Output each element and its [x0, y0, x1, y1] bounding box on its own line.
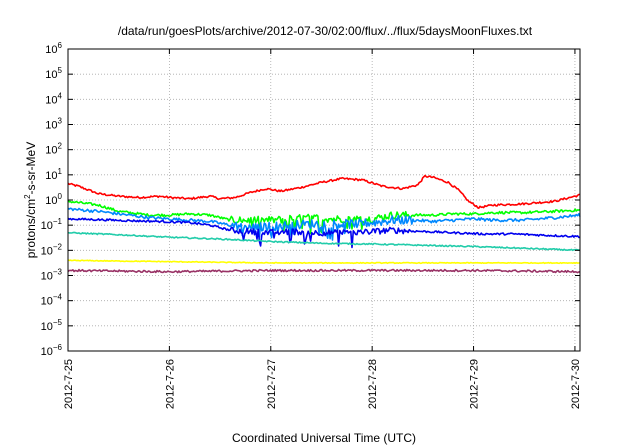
- x-axis-ticks: 2012-7-25 2012-7-26 2012-7-27 2012-7-28 2012…: [63, 49, 582, 409]
- x-tick-label: 2012-7-27: [266, 359, 278, 409]
- y-tick-label: 102: [45, 142, 62, 157]
- y-tick-label: 105: [45, 66, 62, 81]
- y-axis-label-sup: 2: [23, 194, 32, 199]
- y-tick-label: 10−3: [41, 268, 63, 283]
- y-axis-label: protons/cm2-s-sr-MeV: [23, 142, 38, 258]
- y-tick-label: 10−4: [41, 293, 63, 308]
- series-line-1: [67, 174, 581, 209]
- y-tick-label: 10−1: [41, 217, 63, 232]
- y-tick-label: 103: [45, 117, 62, 132]
- series-line-7: [67, 268, 580, 274]
- x-tick-label: 2012-7-30: [570, 359, 582, 409]
- series-line-5: [67, 231, 581, 252]
- plot-frame: [67, 48, 581, 352]
- x-tick-label: 2012-7-28: [367, 359, 379, 409]
- series-line-3: [67, 207, 581, 241]
- y-axis-label-main: protons/cm: [24, 199, 38, 258]
- grid-lines: [68, 49, 580, 351]
- y-tick-label: 104: [45, 91, 62, 106]
- y-tick-label: 10−6: [41, 343, 63, 358]
- y-tick-label: 101: [45, 167, 62, 182]
- y-tick-label: 100: [45, 192, 62, 207]
- x-tick-label: 2012-7-25: [63, 359, 75, 409]
- series-line-4: [67, 217, 581, 249]
- chart-title: /data/run/goesPlots/archive/2012-07-30/0…: [118, 24, 533, 38]
- x-tick-label: 2012-7-26: [164, 359, 176, 409]
- series-line-6: [67, 259, 581, 265]
- y-tick-label: 10−5: [41, 318, 63, 333]
- y-tick-label: 10−2: [41, 242, 63, 257]
- x-axis-label: Coordinated Universal Time (UTC): [232, 431, 416, 445]
- y-axis-label-rest: -s-sr-MeV: [24, 142, 38, 195]
- x-tick-label: 2012-7-29: [469, 359, 481, 409]
- data-series: [67, 174, 581, 274]
- y-axis-ticks: 106 105 104 103 102 101 100 10−1 10−2 10−3 10−4 10−…: [41, 41, 580, 358]
- y-tick-label: 106: [45, 41, 62, 56]
